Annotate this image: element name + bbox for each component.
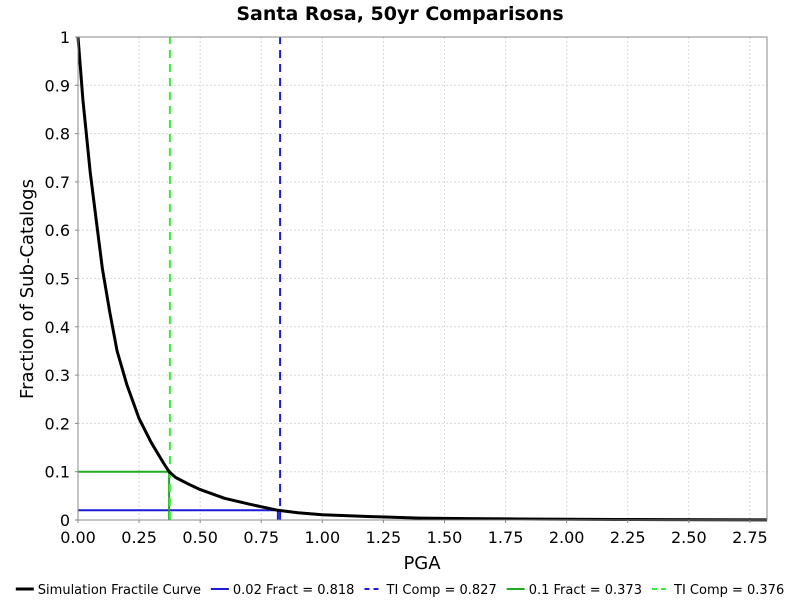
legend-item-3: 0.1 Fract = 0.373	[506, 583, 642, 598]
plot-series	[76, 36, 768, 522]
y-axis-ticks: 0 0.1 0.2 0.3 0.4 0.5 0.6 0.7 0.8 0.9 1	[45, 28, 78, 530]
legend-item-2: TI Comp = 0.827	[364, 583, 497, 598]
x-axis-label: PGA	[403, 553, 441, 574]
x-tick-label: 1.25	[366, 528, 402, 547]
x-tick-label: 1.00	[305, 528, 341, 547]
x-tick-label: 1.50	[427, 528, 463, 547]
y-tick-label: 0.8	[45, 125, 70, 144]
x-tick-label: 0.00	[60, 528, 96, 547]
x-tick-label: 0.75	[243, 528, 279, 547]
y-tick-label: 0.9	[45, 76, 70, 95]
series-line-1	[78, 509, 279, 520]
chart-title: Santa Rosa, 50yr Comparisons	[236, 3, 563, 25]
x-tick-label: 2.50	[671, 528, 707, 547]
legend-item-0: Simulation Fractile Curve	[15, 583, 201, 598]
y-tick-label: 0.3	[45, 366, 70, 385]
legend-item-4: TI Comp = 0.376	[652, 583, 784, 598]
y-tick-label: 0.7	[45, 173, 70, 192]
x-tick-label: 1.75	[488, 528, 524, 547]
series-line-3	[78, 470, 171, 520]
y-tick-label: 0.2	[45, 414, 70, 433]
y-tick-label: 0.4	[45, 318, 70, 337]
y-tick-label: 0.1	[45, 463, 70, 482]
x-tick-label: 0.50	[182, 528, 218, 547]
y-tick-label: 0.6	[45, 221, 70, 240]
x-axis-ticks: 0.00 0.25 0.50 0.75 1.00 1.25 1.50 1.75 2.00 2.25…	[60, 520, 768, 547]
y-tick-label: 0.5	[45, 270, 70, 289]
x-tick-label: 2.25	[610, 528, 646, 547]
grid	[78, 37, 767, 520]
legend-label: TI Comp = 0.827	[386, 583, 497, 598]
y-tick-label: 1	[60, 28, 70, 47]
legend-item-1: 0.02 Fract = 0.818	[210, 583, 355, 598]
x-tick-label: 2.75	[732, 528, 768, 547]
legend: Simulation Fractile Curve 0.02 Fract = 0.…	[15, 583, 784, 598]
series-line-0	[76, 36, 768, 522]
legend-label: Simulation Fractile Curve	[38, 583, 201, 598]
legend-label: 0.02 Fract = 0.818	[233, 583, 355, 598]
legend-label: TI Comp = 0.376	[673, 583, 784, 598]
legend-label: 0.1 Fract = 0.373	[529, 583, 642, 598]
x-tick-label: 0.25	[121, 528, 157, 547]
y-axis-label: Fraction of Sub-Catalogs	[17, 179, 38, 399]
x-tick-label: 2.00	[549, 528, 585, 547]
y-tick-label: 0	[60, 511, 70, 530]
